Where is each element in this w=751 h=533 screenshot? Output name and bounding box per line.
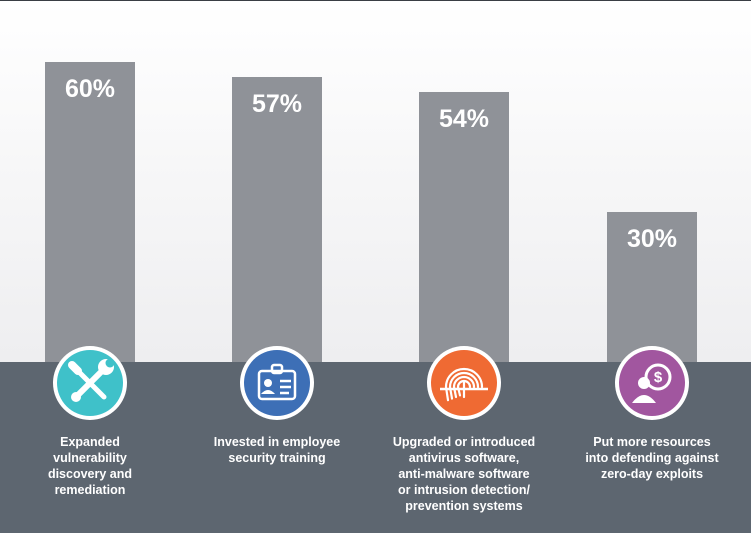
category-label-3: Upgraded or introduced antivirus softwar… [392,435,536,513]
bar-2 [232,77,322,362]
value-label-3: 54% [439,105,489,133]
value-label-1: 60% [65,75,115,103]
value-label-4: 30% [627,225,677,253]
bar-3 [419,92,509,362]
category-label-2: Invested in employee security training [213,435,341,465]
category-label-1: Expanded vulnerability discovery and rem… [47,435,133,497]
category-label-4: Put more resources into defending agains… [585,435,719,481]
value-label-2: 57% [252,90,302,118]
svg-text:$: $ [654,369,663,386]
fingerprint-icon [427,346,501,420]
bar-1 [45,62,135,362]
coin-person-icon: $ [615,346,689,420]
bar-4 [607,212,697,362]
id-badge-icon [240,346,314,420]
wrench-screwdriver-icon [53,346,127,420]
